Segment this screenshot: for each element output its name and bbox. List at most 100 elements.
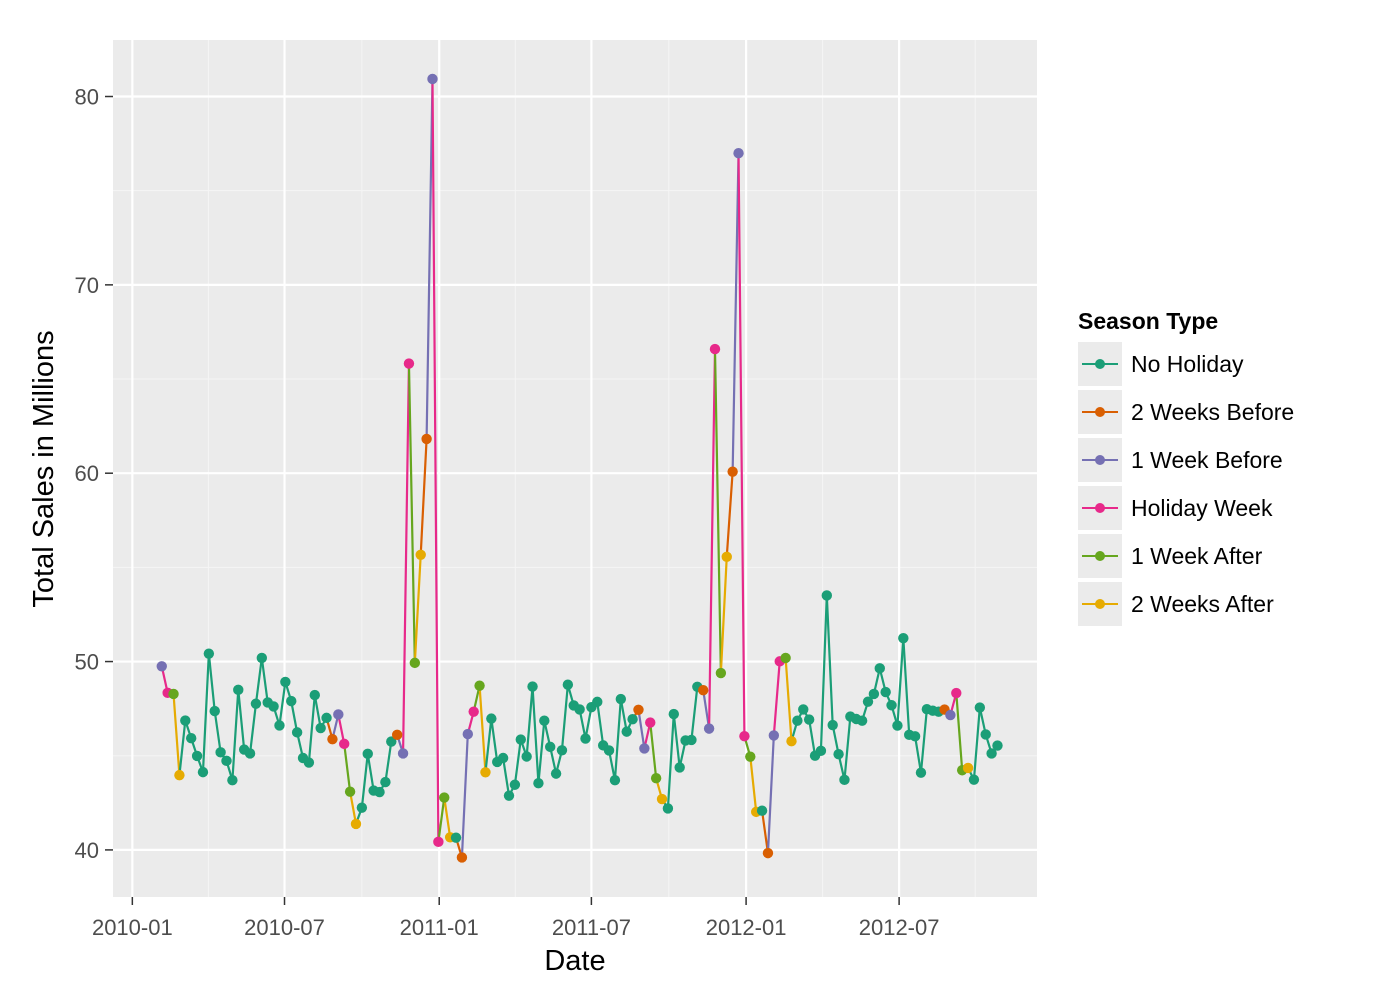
line-segment-no-holiday: [972, 706, 981, 781]
data-point-no-holiday: [886, 700, 897, 711]
data-point-no-holiday: [662, 803, 674, 814]
legend-key: [1078, 534, 1122, 578]
data-point-2-weeks-before: [456, 852, 468, 863]
line-segment-1-week-after: [713, 347, 722, 675]
line-segment-no-holiday: [207, 652, 216, 713]
data-point-no-holiday: [874, 663, 885, 674]
line-segment-no-holiday: [513, 738, 522, 786]
data-point-1-week-after: [409, 657, 421, 669]
data-point-no-holiday: [309, 689, 320, 701]
line-segment-no-holiday: [307, 693, 316, 764]
data-point-no-holiday: [898, 633, 909, 644]
line-segment-1-week-after: [955, 691, 964, 772]
line-segment-no-holiday: [525, 685, 534, 758]
data-point-no-holiday: [574, 704, 585, 715]
x-axis-title: Date: [544, 945, 605, 977]
line-segment-no-holiday: [484, 717, 493, 774]
line-segment-no-holiday: [596, 700, 605, 747]
data-point-no-holiday: [539, 715, 550, 726]
data-point-1-week-after: [745, 751, 756, 762]
data-point-no-holiday: [674, 762, 685, 773]
data-point-holiday-week: [433, 836, 444, 848]
data-point-no-holiday: [544, 741, 556, 753]
data-point-no-holiday: [209, 705, 220, 717]
legend-label: Holiday Week: [1131, 495, 1273, 521]
line-segment-no-holiday: [560, 683, 569, 752]
legend-label: No Holiday: [1131, 351, 1244, 377]
legend-label: 1 Week Before: [1131, 447, 1283, 473]
data-point-no-holiday: [915, 767, 927, 778]
data-point-no-holiday: [821, 590, 833, 601]
data-point-holiday-week: [951, 687, 962, 699]
data-point-no-holiday: [503, 790, 515, 801]
data-point-2-weeks-after: [656, 793, 668, 805]
data-point-no-holiday: [291, 727, 303, 738]
line-segment-no-holiday: [213, 709, 222, 754]
legend-item-no-holiday: No Holiday: [1078, 340, 1378, 388]
y-tick-label: 60: [75, 461, 99, 486]
data-point-no-holiday: [856, 715, 868, 726]
line-segment-no-holiday: [919, 708, 928, 774]
data-point-no-holiday: [315, 722, 326, 734]
data-point-1-week-before: [427, 73, 438, 85]
line-segment-no-holiday: [666, 713, 675, 810]
legend-key-dot: [1095, 455, 1105, 465]
data-point-no-holiday: [244, 748, 256, 759]
data-point-no-holiday: [839, 774, 850, 786]
legend-key-dot: [1095, 599, 1105, 609]
line-segment-no-holiday: [672, 713, 681, 769]
data-point-no-holiday: [321, 712, 332, 724]
legend-key-dot: [1095, 551, 1105, 561]
data-point-no-holiday: [450, 832, 462, 843]
data-point-1-week-before: [768, 730, 780, 741]
y-axis: 40 50 60 70 80: [75, 85, 113, 863]
data-point-2-weeks-before: [391, 729, 403, 741]
data-point-1-week-after: [474, 680, 485, 691]
line-segment-no-holiday: [825, 594, 834, 727]
legend-key-dot: [1095, 503, 1105, 513]
data-point-2-weeks-after: [721, 551, 732, 563]
line-segment-holiday-week: [737, 152, 746, 738]
x-tick-label: 2012-01: [706, 915, 787, 940]
data-point-1-week-after: [168, 688, 179, 700]
data-point-no-holiday: [374, 786, 385, 798]
plot-panel: [113, 40, 1037, 897]
data-point-no-holiday: [233, 684, 244, 696]
data-point-holiday-week: [403, 358, 415, 369]
data-point-no-holiday: [827, 719, 838, 731]
line-segment-2-weeks-after: [478, 684, 487, 774]
legend-item-2-weeks-after: 2 Weeks After: [1078, 580, 1378, 628]
y-tick-label: 80: [75, 85, 99, 110]
data-point-no-holiday: [815, 745, 827, 757]
data-point-holiday-week: [739, 730, 750, 742]
data-point-2-weeks-after: [174, 769, 185, 781]
data-point-no-holiday: [286, 695, 297, 707]
line-segment-no-holiday: [278, 680, 287, 727]
line-segment-holiday-week: [708, 347, 717, 730]
line-segment-2-weeks-after: [413, 553, 422, 664]
data-point-no-holiday: [621, 726, 632, 737]
y-tick-label: 50: [75, 650, 99, 675]
data-point-no-holiday: [992, 740, 1003, 751]
line-segment-no-holiday: [201, 652, 210, 774]
legend-item-holiday-week: Holiday Week: [1078, 484, 1378, 532]
legend-item-1-week-after: 1 Week After: [1078, 532, 1378, 580]
line-segment-2-weeks-after: [172, 692, 181, 777]
legend-key: [1078, 390, 1122, 434]
line-segment-no-holiday: [819, 594, 828, 752]
data-point-no-holiday: [303, 757, 315, 768]
line-segment-1-week-after: [649, 721, 658, 780]
legend-item-1-week-before: 1 Week Before: [1078, 436, 1378, 484]
data-point-1-week-before: [462, 728, 474, 740]
data-point-no-holiday: [185, 733, 197, 744]
data-point-2-weeks-before: [421, 433, 432, 445]
line-segment-2-weeks-after: [348, 790, 358, 826]
data-point-no-holiday: [868, 688, 880, 700]
line-segment-1-week-before: [637, 708, 646, 750]
line-segment-no-holiday: [843, 715, 852, 781]
line-segment-1-week-before: [425, 77, 434, 441]
y-tick-label: 40: [75, 838, 99, 863]
data-point-1-week-after: [780, 652, 791, 664]
data-point-2-weeks-before: [727, 466, 738, 477]
data-point-2-weeks-before: [762, 847, 774, 859]
